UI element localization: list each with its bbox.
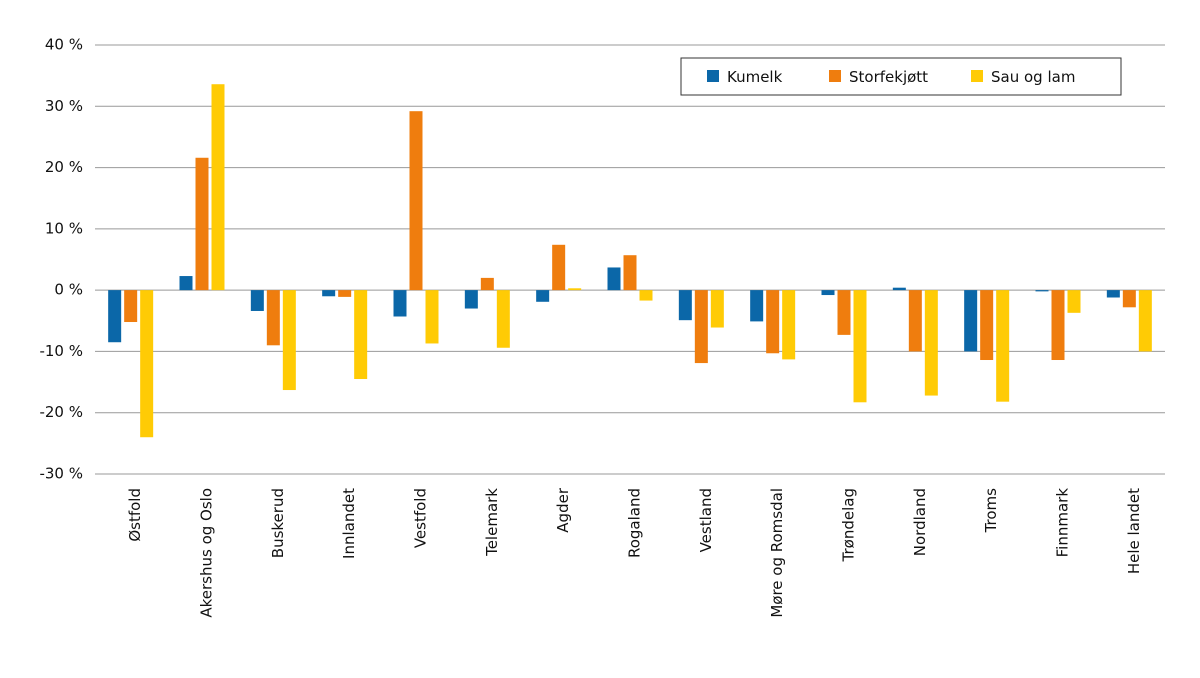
y-tick-label: 0 %	[54, 281, 83, 299]
x-tick-label: Vestfold	[412, 488, 430, 548]
x-tick-label: Vestland	[697, 488, 715, 552]
bar	[552, 244, 566, 291]
bar	[568, 288, 582, 291]
bar	[710, 290, 724, 328]
x-tick-label: Trøndelag	[840, 488, 858, 562]
bar	[996, 290, 1010, 402]
bar	[980, 290, 994, 361]
bar	[892, 287, 906, 291]
bar	[750, 290, 764, 322]
bar	[409, 111, 423, 291]
legend-swatch	[707, 70, 719, 82]
x-tick-label: Telemark	[483, 488, 501, 557]
y-tick-label: -10 %	[39, 342, 83, 360]
bar	[250, 290, 264, 311]
x-tick-label: Nordland	[911, 488, 929, 556]
x-tick-label: Agder	[554, 487, 572, 533]
bar	[124, 290, 138, 323]
legend-label: Sau og lam	[991, 68, 1075, 86]
bar	[266, 290, 280, 346]
legend-label: Storfekjøtt	[849, 68, 928, 86]
legend-label: Kumelk	[727, 68, 783, 86]
x-tick-label: Østfold	[126, 488, 144, 542]
bar	[496, 290, 510, 348]
bar	[140, 290, 154, 438]
legend-box	[680, 57, 1122, 96]
y-tick-label: 10 %	[45, 219, 83, 237]
bar	[282, 290, 296, 391]
bar	[1122, 290, 1136, 308]
bar	[1106, 290, 1120, 298]
bar	[464, 290, 478, 309]
x-tick-label: Rogaland	[626, 488, 644, 558]
bar	[964, 290, 978, 352]
bar	[1067, 290, 1081, 313]
x-tick-label: Innlandet	[340, 488, 358, 559]
bar	[782, 290, 796, 360]
bar	[837, 290, 851, 335]
y-tick-label: 40 %	[45, 36, 83, 54]
y-tick-label: 20 %	[45, 158, 83, 176]
legend-swatch	[829, 70, 841, 82]
legend-swatch	[971, 70, 983, 82]
bar	[322, 290, 336, 297]
bar	[607, 267, 621, 291]
x-tick-label: Finnmark	[1054, 488, 1072, 558]
bar	[853, 290, 867, 403]
y-tick-label: -20 %	[39, 403, 83, 421]
bar	[1051, 290, 1065, 361]
bar	[908, 290, 922, 352]
x-tick-label: Møre og Romsdal	[768, 488, 786, 618]
bar	[108, 290, 122, 343]
bar	[393, 290, 407, 317]
bar	[623, 255, 637, 291]
bar	[678, 290, 692, 321]
bar	[1035, 290, 1049, 292]
y-tick-label: -30 %	[39, 465, 83, 483]
bar	[195, 157, 209, 291]
bar	[821, 290, 835, 296]
bar	[480, 277, 494, 291]
x-tick-label: Troms	[982, 488, 1000, 534]
bar	[639, 290, 653, 301]
bar	[694, 290, 708, 364]
bar	[354, 290, 368, 380]
x-tick-label: Buskerud	[269, 488, 287, 558]
x-tick-label: Akershus og Oslo	[198, 488, 216, 618]
x-tick-label: Hele landet	[1125, 488, 1143, 574]
bar	[425, 290, 439, 344]
bar	[179, 276, 193, 291]
bar	[338, 290, 352, 297]
bar	[766, 290, 780, 354]
bar	[536, 290, 550, 302]
bar	[211, 84, 225, 291]
bar	[924, 290, 938, 396]
y-tick-label: 30 %	[45, 97, 83, 115]
bar	[1138, 290, 1152, 352]
